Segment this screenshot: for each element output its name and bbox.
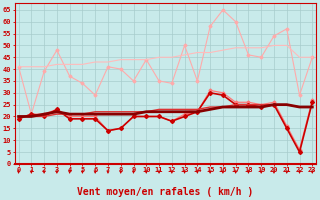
- X-axis label: Vent moyen/en rafales ( km/h ): Vent moyen/en rafales ( km/h ): [77, 187, 253, 197]
